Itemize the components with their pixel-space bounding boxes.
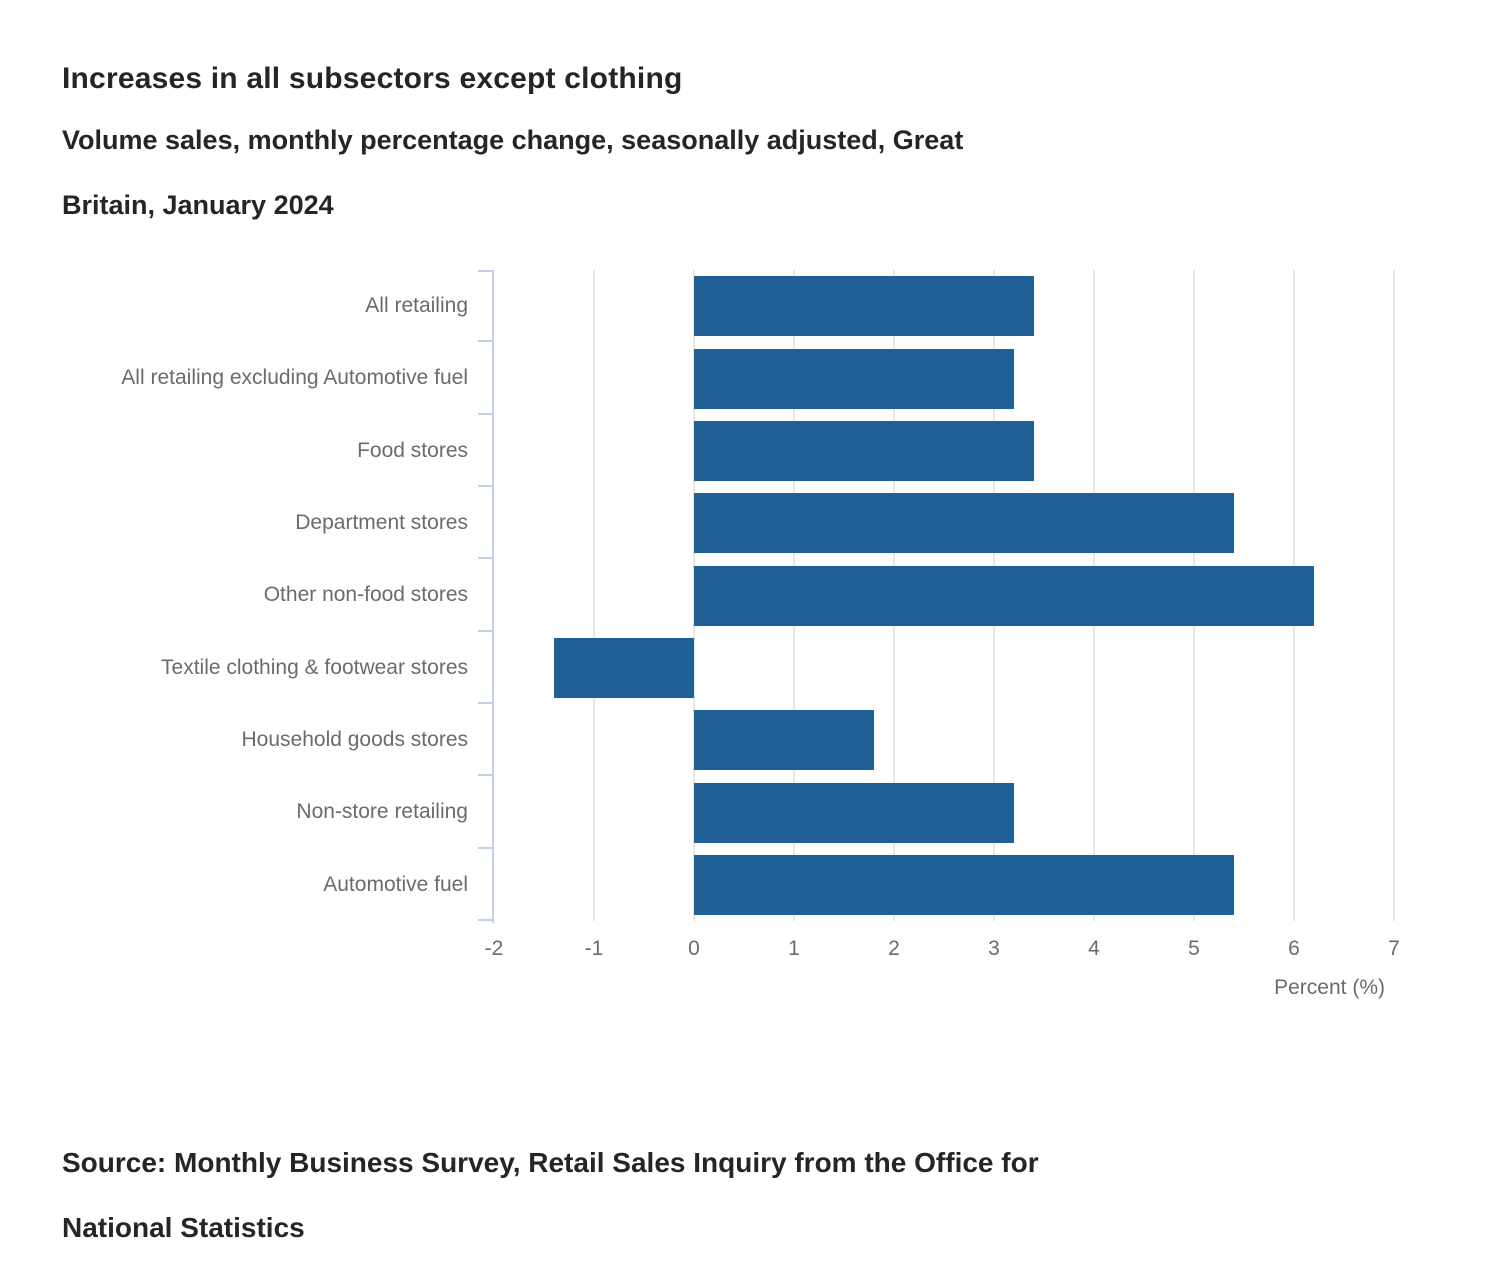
x-tick-label-1: 1 xyxy=(788,937,800,960)
y-axis-boundary-tick xyxy=(478,270,493,272)
bar-all-retailing-excluding-automotive-fuel xyxy=(694,348,1014,409)
x-tick-label-2: 2 xyxy=(888,937,900,960)
chart-subtitle-line-2: Britain, January 2024 xyxy=(62,190,334,220)
category-label-textile-clothing-footwear-stores: Textile clothing & footwear stores xyxy=(161,655,468,679)
chart-source-line-2: National Statistics xyxy=(62,1212,305,1243)
x-tick-label-4: 4 xyxy=(1088,937,1100,960)
x-axis-title: Percent (%) xyxy=(1274,976,1385,999)
y-axis-boundary-tick xyxy=(478,919,493,921)
bar-chart: All retailing All retailing excluding Aut… xyxy=(0,270,1487,1030)
bar-automotive-fuel xyxy=(694,854,1234,915)
bar-household-goods-stores xyxy=(694,710,874,771)
y-axis-boundary-tick xyxy=(478,702,493,704)
chart-title: Increases in all subsectors except cloth… xyxy=(62,62,683,96)
x-tick-label--2: -2 xyxy=(484,937,504,960)
y-axis-line xyxy=(492,270,494,923)
x-tick-label-6: 6 xyxy=(1288,937,1300,960)
x-tick-label-3: 3 xyxy=(988,937,1000,960)
category-label-all-retailing: All retailing xyxy=(365,294,468,318)
gridline-7 xyxy=(1393,270,1395,921)
bar-non-store-retailing xyxy=(694,782,1014,843)
chart-subtitle: Volume sales, monthly percentage change,… xyxy=(62,108,963,238)
y-axis-boundary-tick xyxy=(478,847,493,849)
category-label-household-goods-stores: Household goods stores xyxy=(241,728,468,752)
bar-textile-clothing-footwear-stores xyxy=(554,637,694,698)
y-axis-boundary-tick xyxy=(478,413,493,415)
chart-subtitle-line-1: Volume sales, monthly percentage change,… xyxy=(62,125,964,155)
category-label-non-store-retailing: Non-store retailing xyxy=(296,800,468,824)
bar-food-stores xyxy=(694,420,1034,481)
x-tick-label-0: 0 xyxy=(688,937,700,960)
bar-other-non-food-stores xyxy=(694,565,1314,626)
y-axis-boundary-tick xyxy=(478,485,493,487)
gridline--1 xyxy=(593,270,595,921)
y-axis-boundary-tick xyxy=(478,340,493,342)
bar-all-retailing xyxy=(694,276,1034,337)
category-label-automotive-fuel: Automotive fuel xyxy=(323,872,468,896)
x-tick-label--1: -1 xyxy=(584,937,604,960)
y-axis-boundary-tick xyxy=(478,774,493,776)
chart-source-line-1: Source: Monthly Business Survey, Retail … xyxy=(62,1147,1039,1178)
chart-source: Source: Monthly Business Survey, Retail … xyxy=(62,1130,1362,1260)
y-axis-boundary-tick xyxy=(478,557,493,559)
category-label-other-non-food-stores: Other non-food stores xyxy=(263,583,468,607)
bar-department-stores xyxy=(694,493,1234,554)
category-label-food-stores: Food stores xyxy=(357,438,468,462)
category-label-all-retailing-excluding-automotive-fuel: All retailing excluding Automotive fuel xyxy=(121,366,468,390)
plot-area xyxy=(478,270,1395,923)
y-axis-labels: All retailing All retailing excluding Aut… xyxy=(0,270,468,921)
x-tick-label-7: 7 xyxy=(1388,937,1400,960)
x-tick-label-5: 5 xyxy=(1188,937,1200,960)
category-label-department-stores: Department stores xyxy=(295,511,468,535)
y-axis-boundary-tick xyxy=(478,630,493,632)
